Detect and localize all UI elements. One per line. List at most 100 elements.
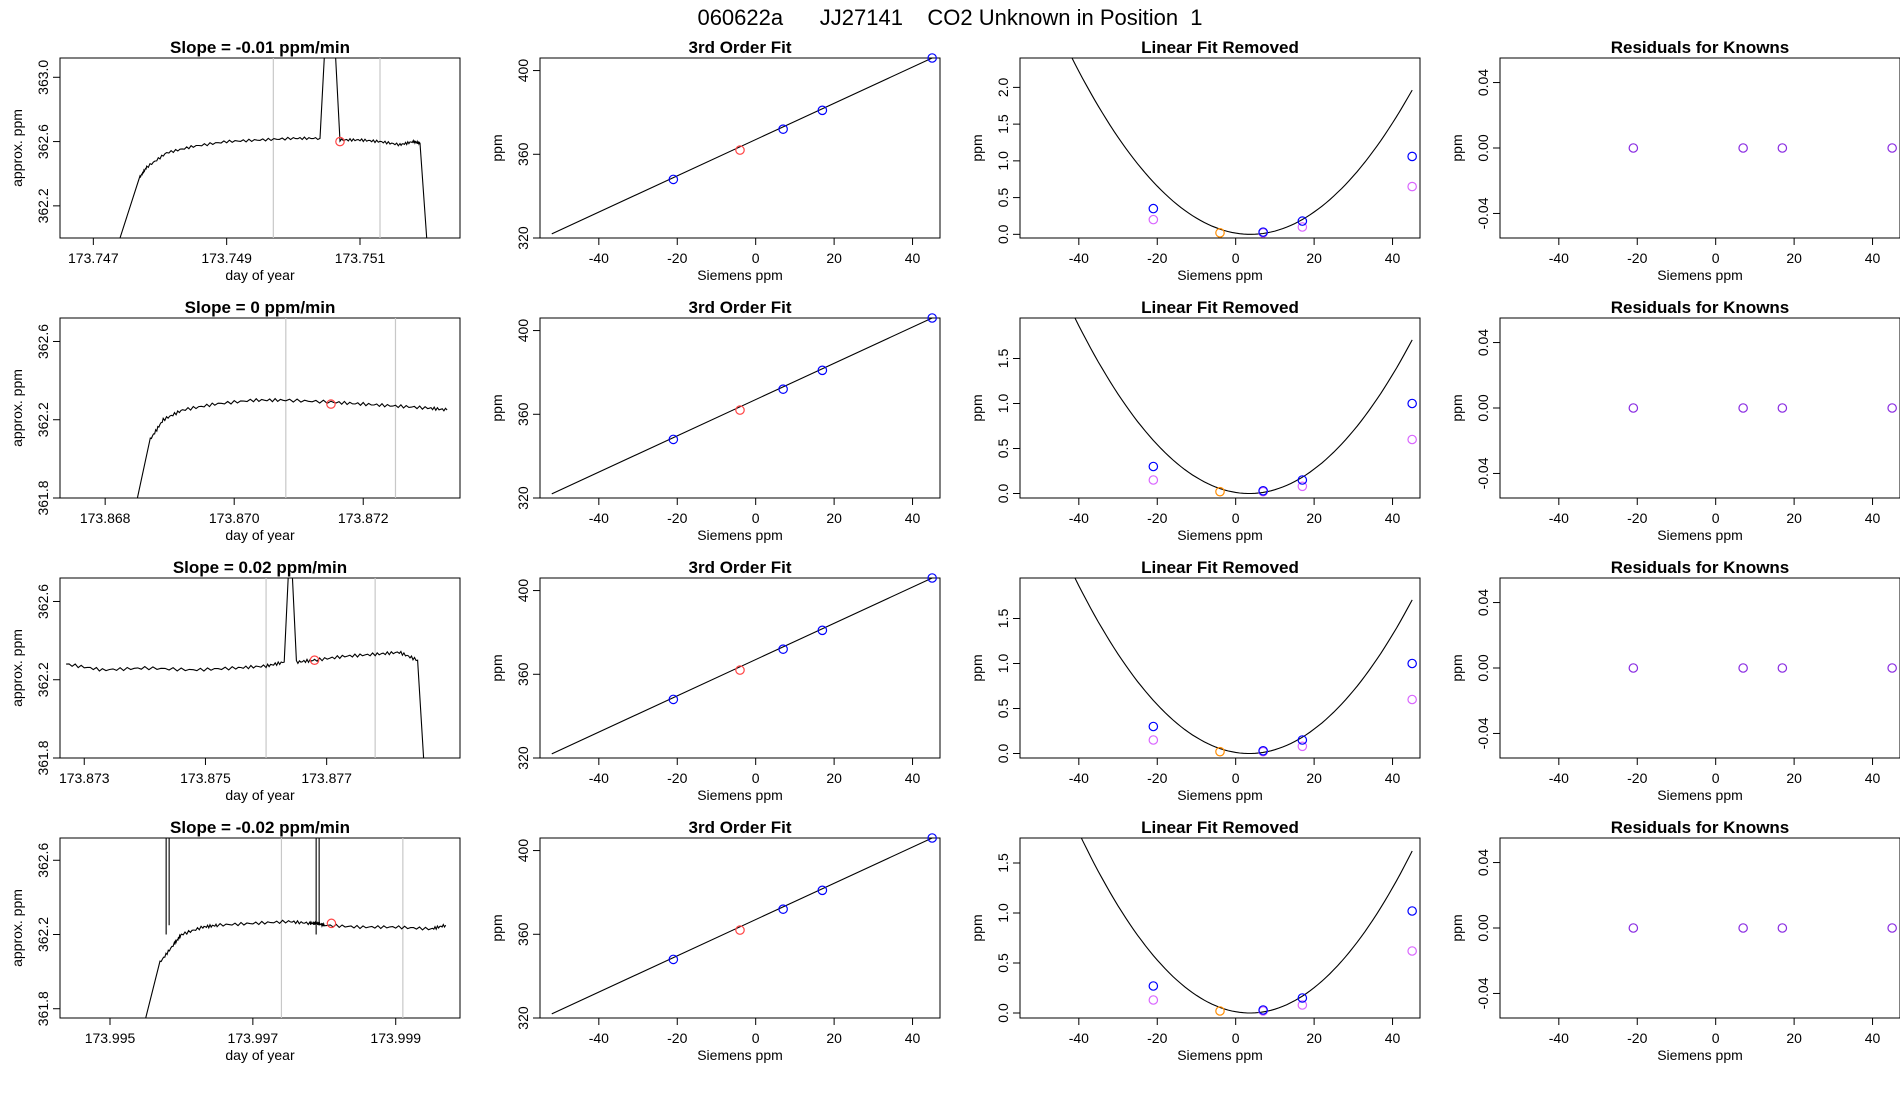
cubic-fit-x-tick-label: 20 <box>826 510 842 526</box>
residuals-y-axis-label: ppm <box>1449 394 1465 421</box>
timeseries-x-tick-label: 173.872 <box>338 510 389 526</box>
linear-removed-y-tick-label: 0.0 <box>995 1003 1011 1023</box>
timeseries-panel-3: 173.873 173.875 173.877 361.8 362.2 362.6 Slop… <box>9 558 461 803</box>
cubic-fit-plot-frame <box>539 57 941 239</box>
residuals-y-tick-label: 0.04 <box>1475 69 1491 96</box>
co2-trace-line <box>136 397 448 498</box>
residual-point <box>1628 663 1639 673</box>
linear-removed-title: Linear Fit Removed <box>1141 298 1299 317</box>
known-standard-point <box>668 954 679 965</box>
linear-removed-title: Linear Fit Removed <box>1141 558 1299 577</box>
residuals-x-tick-label: -20 <box>1627 250 1647 266</box>
residuals-y-tick-label: -0.04 <box>1475 457 1491 489</box>
linear-residual-point <box>1297 1000 1308 1010</box>
known-standard-point <box>1258 1005 1268 1015</box>
known-standard-point <box>1297 993 1308 1003</box>
residuals-x-tick-label: 0 <box>1712 250 1720 266</box>
linear-removed-y-tick-label: 1.0 <box>995 654 1011 674</box>
unknown-mean-marker <box>326 399 336 409</box>
linear-residual-point <box>1148 475 1159 485</box>
linear-removed-y-axis-label: ppm <box>969 914 985 941</box>
timeseries-plot-frame <box>59 577 461 759</box>
residuals-x-tick-label: 40 <box>1865 1030 1881 1046</box>
known-standard-point <box>1148 203 1159 214</box>
residuals-title: Residuals for Knowns <box>1611 818 1790 837</box>
timeseries-y-axis-label: approx. ppm <box>9 629 25 707</box>
residuals-x-tick-label: 0 <box>1712 1030 1720 1046</box>
known-standard-point <box>668 694 679 705</box>
known-standard-point <box>817 885 828 896</box>
residual-point <box>1738 143 1748 153</box>
linear-residual-point <box>1297 222 1308 232</box>
cubic-fit-y-axis-label: ppm <box>489 914 505 941</box>
known-standard-point <box>668 174 679 185</box>
timeseries-x-axis-label: day of year <box>225 527 295 543</box>
residuals-x-tick-label: 20 <box>1786 1030 1802 1046</box>
linear-removed-y-tick-label: 0.5 <box>995 699 1011 719</box>
linear-removed-panel-2: -40 -20 0 20 40 0.0 0.5 1.0 1.5 Linear Fit Remove… <box>969 298 1421 543</box>
timeseries-x-tick-label: 173.873 <box>59 770 110 786</box>
linear-removed-plot-frame <box>1019 57 1421 239</box>
timeseries-plot-area <box>119 58 428 238</box>
residual-point <box>1628 923 1639 933</box>
unknown-sample-point <box>735 405 745 415</box>
cubic-fit-x-axis-label: Siemens ppm <box>697 267 783 283</box>
unknown-mean-marker <box>326 918 337 929</box>
cubic-fit-title: 3rd Order Fit <box>689 558 792 577</box>
residual-curve <box>1080 838 1413 1014</box>
residual-point <box>1738 923 1748 933</box>
known-standard-point <box>1258 485 1268 496</box>
known-standard-point <box>927 313 937 323</box>
residual-point <box>1777 403 1788 413</box>
timeseries-y-tick-label: 362.2 <box>35 188 51 223</box>
linear-removed-title: Linear Fit Removed <box>1141 38 1299 57</box>
residuals-x-tick-label: 40 <box>1865 510 1881 526</box>
unknown-mean-marker <box>335 136 345 147</box>
linear-removed-panel-3: -40 -20 0 20 40 0.0 0.5 1.0 1.5 Linear Fit Remove… <box>969 558 1421 803</box>
linear-removed-x-axis-label: Siemens ppm <box>1177 267 1263 283</box>
known-standard-point <box>778 904 788 914</box>
linear-removed-x-tick-label: 20 <box>1306 510 1322 526</box>
linear-removed-y-axis-label: ppm <box>969 654 985 681</box>
residuals-panel-4: -40 -20 0 20 40 -0.04 0.00 0.04 Residuals for Kn… <box>1449 818 1900 1063</box>
residuals-plot-frame <box>1499 57 1900 239</box>
residuals-y-tick-label: 0.04 <box>1475 849 1491 876</box>
linear-residual-point <box>1407 694 1417 705</box>
timeseries-plot-frame <box>59 57 461 239</box>
cubic-fit-y-tick-label: 320 <box>515 226 531 250</box>
residual-point <box>1777 663 1788 673</box>
timeseries-y-tick-label: 362.2 <box>35 662 51 697</box>
residuals-x-tick-label: 40 <box>1865 770 1881 786</box>
linear-removed-y-tick-label: 0.0 <box>995 744 1011 764</box>
cubic-fit-x-tick-label: -40 <box>589 770 609 786</box>
unknown-sample-point <box>1215 1006 1225 1016</box>
unknown-sample-point <box>1215 746 1225 757</box>
residual-point <box>1887 663 1897 673</box>
timeseries-panel-1: 173.747 173.749 173.751 362.2 362.6 363.0 Slop… <box>9 38 461 283</box>
timeseries-panel-2: 173.868 173.870 173.872 361.8 362.2 362.6 Slop… <box>9 298 461 543</box>
cubic-fit-y-tick-label: 320 <box>515 746 531 770</box>
cubic-fit-x-tick-label: 0 <box>752 770 760 786</box>
cubic-fit-panel-2: -40 -20 0 20 40 320 360 400 3rd Order Fit Siemens… <box>489 298 941 543</box>
cubic-fit-y-tick-label: 360 <box>515 142 531 166</box>
cubic-fit-x-tick-label: 20 <box>826 770 842 786</box>
cubic-fit-x-tick-label: 20 <box>826 250 842 266</box>
residuals-plot-frame <box>1499 577 1900 759</box>
residuals-y-tick-label: -0.04 <box>1475 977 1491 1009</box>
known-standard-point <box>1148 721 1159 732</box>
residual-curve <box>1074 578 1413 755</box>
cubic-fit-panel-4: -40 -20 0 20 40 320 360 400 3rd Order Fit Siemens… <box>489 818 941 1063</box>
known-standard-point <box>778 644 788 654</box>
residuals-y-tick-label: 0.00 <box>1475 654 1491 681</box>
residual-point <box>1887 403 1897 413</box>
cubic-fit-x-tick-label: 0 <box>752 510 760 526</box>
known-standard-point <box>1297 735 1308 745</box>
linear-residual-point <box>1407 181 1417 192</box>
linear-removed-y-tick-label: 1.0 <box>995 151 1011 171</box>
known-standard-point <box>778 124 788 134</box>
linear-removed-y-axis-label: ppm <box>969 394 985 421</box>
cubic-fit-x-tick-label: 40 <box>905 770 921 786</box>
residuals-y-tick-label: 0.04 <box>1475 589 1491 616</box>
timeseries-y-tick-label: 362.6 <box>35 124 51 159</box>
known-standard-point <box>778 384 788 394</box>
